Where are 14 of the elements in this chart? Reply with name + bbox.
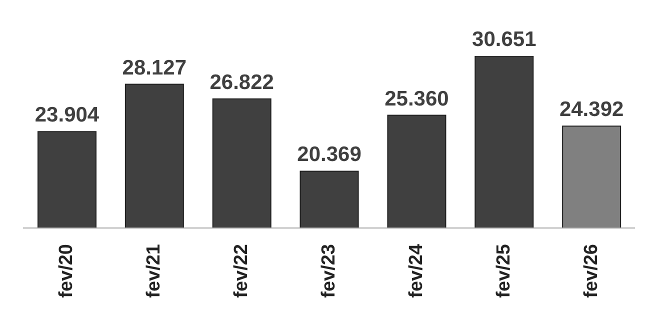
x-tick-label: fev/22 (231, 244, 252, 298)
data-label: 26.822 (210, 70, 274, 94)
data-label: 25.360 (384, 87, 449, 110)
data-label: 28.127 (122, 56, 187, 80)
data-label: 24.392 (559, 98, 624, 122)
x-tick-label: fev/20 (56, 244, 78, 298)
x-tick-label: fev/21 (144, 244, 165, 298)
x-tick-label: fev/25 (493, 244, 514, 298)
data-label: 30.651 (472, 28, 537, 51)
x-tick-label: fev/24 (406, 244, 427, 298)
x-tick-label: fev/26 (580, 244, 602, 298)
data-label: 20.369 (297, 143, 362, 166)
data-label: 23.904 (34, 104, 100, 127)
x-tick-label: fev/23 (318, 244, 340, 298)
